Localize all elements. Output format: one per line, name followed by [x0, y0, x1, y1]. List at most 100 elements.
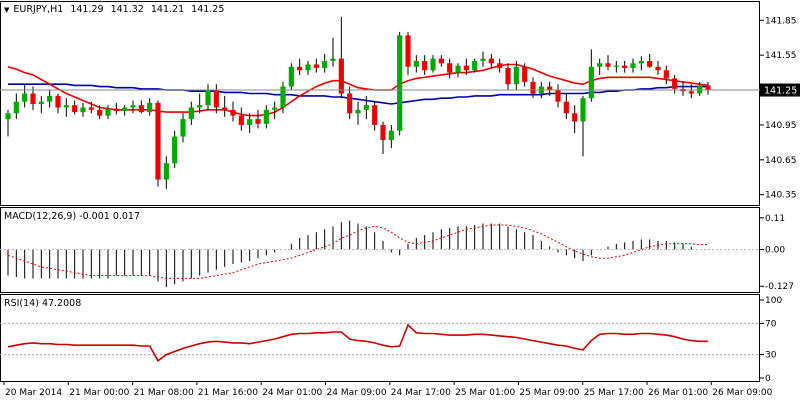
candle-body [430, 58, 436, 71]
rsi-panel-frame [0, 294, 760, 382]
candle-body [705, 85, 711, 91]
candle-body [280, 86, 286, 108]
time-axis-label: 26 Mar 09:00 [712, 388, 772, 398]
candle-body [55, 95, 61, 108]
candle-body [655, 66, 661, 71]
candle-body [230, 109, 236, 116]
candle-body [455, 65, 461, 73]
rsi-title: RSI(14) 47.2008 [4, 298, 82, 309]
candle-body [172, 136, 178, 164]
candle-body [155, 102, 161, 180]
rsi-line [7, 323, 708, 362]
candle-body [105, 108, 111, 116]
candle-body [297, 66, 303, 71]
candle-body [13, 101, 19, 114]
candle-body [272, 107, 278, 110]
candle-body [597, 63, 603, 67]
price-panel-frame [0, 1, 760, 206]
candle-body [663, 70, 669, 79]
candle-body [388, 130, 394, 141]
rsi-axis-label: 70 [765, 319, 777, 329]
candle-body [5, 113, 11, 120]
candle-body [238, 115, 244, 125]
candle-body [438, 58, 444, 64]
candle-body [222, 107, 228, 110]
candle-body [330, 58, 336, 61]
candle-body [397, 35, 403, 131]
candle-body [188, 107, 194, 120]
candle-body [180, 119, 186, 137]
candle-body [580, 98, 586, 122]
candle-body [263, 109, 269, 124]
macd-axis-label: 0.11 [765, 214, 785, 224]
candle-body [613, 65, 619, 67]
candle-body [372, 105, 378, 125]
candle-body [555, 90, 561, 102]
macd-axis-label: -0.127 [765, 282, 794, 292]
rsi-axis-label: 100 [765, 296, 782, 306]
candle-body [413, 60, 419, 67]
candle-body [138, 105, 144, 113]
candle-body [688, 91, 694, 94]
macd-signal-line [7, 224, 708, 279]
candle-body [572, 113, 578, 122]
price-axis-label: 141.85 [765, 16, 797, 26]
candle-body [97, 109, 103, 116]
candle-body [630, 63, 636, 68]
candle-body [588, 66, 594, 99]
time-axis-label: 21 Mar 08:00 [134, 388, 194, 398]
candle-body [513, 66, 519, 85]
candle-body [255, 119, 261, 124]
time-axis-label: 25 Mar 09:00 [519, 388, 579, 398]
price-axis-label: 140.35 [765, 191, 797, 201]
candle-body [113, 108, 119, 111]
high-value: 141.32 [110, 4, 144, 15]
candle-body [163, 163, 169, 180]
price-axis-label: 140.65 [765, 156, 797, 166]
price-axis-label: 141.55 [765, 51, 797, 61]
candle-body [305, 64, 311, 71]
candle-body [338, 58, 344, 94]
candle-body [205, 90, 211, 106]
time-axis-label: 25 Mar 01:00 [455, 388, 515, 398]
time-axis-label: 25 Mar 17:00 [584, 388, 644, 398]
candle-body [347, 93, 353, 114]
candle-body [530, 81, 536, 94]
candle-body [547, 86, 553, 91]
candle-body [497, 63, 503, 68]
candle-body [322, 60, 328, 68]
candle-body [72, 105, 78, 113]
price-header: ▼ EURJPY,H1 141.29 141.32 141.21 141.25 [4, 4, 228, 15]
candle-body [422, 60, 428, 71]
candle-body [647, 60, 653, 67]
collapse-triangle-icon[interactable]: ▼ [4, 6, 10, 14]
time-axis-label: 21 Mar 00:00 [69, 388, 129, 398]
low-value: 141.21 [150, 4, 185, 15]
candle-body [622, 65, 628, 68]
candle-body [672, 78, 678, 89]
candle-body [380, 124, 386, 141]
macd-title: MACD(12,26,9) -0.001 0.017 [4, 211, 141, 222]
time-axis-label: 24 Mar 17:00 [391, 388, 451, 398]
candle-body [38, 101, 44, 104]
time-axis-label: 21 Mar 16:00 [198, 388, 258, 398]
candle-body [697, 85, 703, 94]
symbol-label: EURJPY,H1 [13, 4, 64, 15]
candle-body [563, 101, 569, 114]
candle-body [22, 93, 28, 102]
open-value: 141.29 [70, 4, 104, 15]
current-price-label: 141.25 [764, 86, 797, 97]
candle-body [363, 105, 369, 110]
candle-body [213, 90, 219, 108]
candle-body [638, 60, 644, 64]
close-value: 141.25 [191, 4, 225, 15]
current-price-tag: 141.25 [760, 83, 800, 97]
time-axis-label: 26 Mar 01:00 [648, 388, 708, 398]
candle-body [355, 109, 361, 114]
candle-body [522, 66, 528, 82]
candle-body [472, 60, 478, 71]
candle-body [63, 105, 69, 108]
candle-body [130, 105, 136, 108]
time-axis-label: 20 Mar 2014 [5, 388, 62, 398]
